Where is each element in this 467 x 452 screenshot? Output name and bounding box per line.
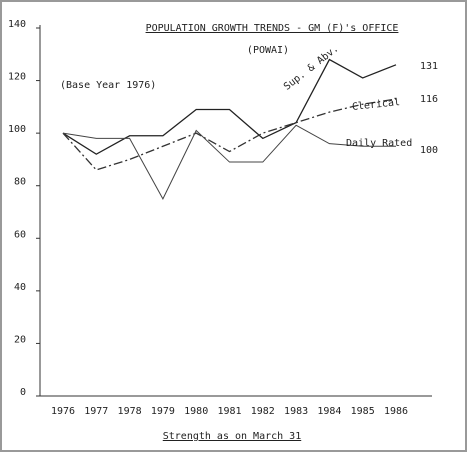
x-axis-label: Strength as on March 31 (163, 431, 301, 442)
y-tick-label: 40 (14, 282, 26, 293)
end-label: 131 (420, 61, 438, 72)
y-tick-label: 80 (14, 177, 26, 188)
x-tick-label: 1978 (118, 406, 142, 417)
chart-title: POPULATION GROWTH TRENDS - GM (F)'s OFFI… (146, 23, 399, 34)
x-tick-label: 1982 (251, 406, 275, 417)
series-label: Clerical (351, 97, 400, 113)
end-label: 100 (420, 145, 438, 156)
y-tick-label: 140 (8, 19, 26, 30)
y-tick-label: 0 (20, 387, 26, 398)
y-tick-label: 120 (8, 72, 26, 83)
x-tick-label: 1984 (317, 406, 341, 417)
series-label: Daily Rated (346, 138, 412, 149)
y-tick-label: 60 (14, 229, 26, 240)
annotation: (Base Year 1976) (60, 80, 156, 91)
y-tick-label: 100 (8, 124, 26, 135)
x-tick-label: 1985 (351, 406, 375, 417)
series-line (62, 124, 396, 200)
end-label: 116 (420, 94, 438, 105)
x-tick-label: 1980 (184, 406, 208, 417)
x-tick-label: 1979 (151, 406, 175, 417)
x-tick-label: 1976 (51, 406, 75, 417)
series-line (62, 58, 397, 155)
x-tick-label: 1986 (384, 406, 408, 417)
x-tick-label: 1983 (284, 406, 308, 417)
chart-subtitle: (POWAI) (247, 45, 289, 56)
series-line (62, 98, 397, 171)
series-label: Sup. & Abv. (282, 43, 341, 92)
y-tick-label: 20 (14, 334, 26, 345)
x-tick-label: 1977 (84, 406, 108, 417)
x-tick-label: 1981 (217, 406, 241, 417)
